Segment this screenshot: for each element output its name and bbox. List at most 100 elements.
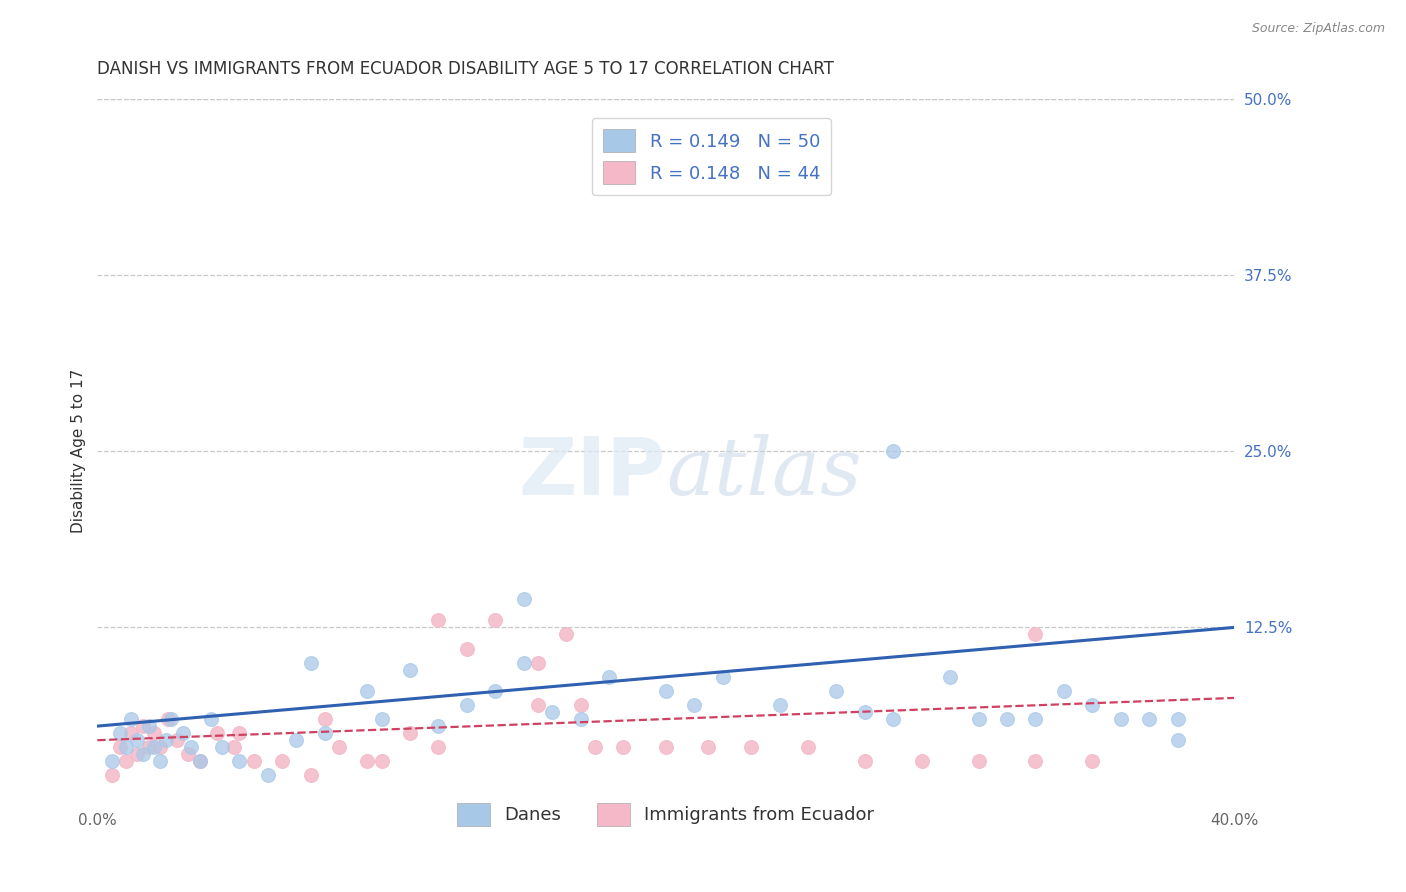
Point <box>149 755 172 769</box>
Point <box>222 740 245 755</box>
Point <box>127 747 149 762</box>
Point <box>569 698 592 712</box>
Text: ZIP: ZIP <box>519 434 666 511</box>
Point <box>138 719 160 733</box>
Point <box>285 733 308 747</box>
Point <box>143 740 166 755</box>
Point <box>100 768 122 782</box>
Point <box>1053 683 1076 698</box>
Point <box>149 740 172 755</box>
Point <box>314 712 336 726</box>
Y-axis label: Disability Age 5 to 17: Disability Age 5 to 17 <box>72 369 86 533</box>
Point <box>740 740 762 755</box>
Point <box>911 755 934 769</box>
Point <box>939 670 962 684</box>
Point <box>1109 712 1132 726</box>
Point <box>1024 627 1046 641</box>
Point <box>527 698 550 712</box>
Point <box>1137 712 1160 726</box>
Point <box>155 733 177 747</box>
Point <box>484 613 506 627</box>
Point <box>132 747 155 762</box>
Point <box>188 755 211 769</box>
Point <box>967 712 990 726</box>
Point <box>399 663 422 677</box>
Point <box>242 755 264 769</box>
Point <box>370 755 392 769</box>
Point <box>853 705 876 719</box>
Point <box>512 656 534 670</box>
Point <box>114 755 136 769</box>
Point <box>569 712 592 726</box>
Point <box>188 755 211 769</box>
Point <box>160 712 183 726</box>
Point <box>356 683 378 698</box>
Point <box>211 740 233 755</box>
Point <box>882 444 904 458</box>
Point <box>797 740 820 755</box>
Point <box>205 726 228 740</box>
Point <box>299 768 322 782</box>
Point <box>995 712 1018 726</box>
Point <box>108 740 131 755</box>
Point <box>166 733 188 747</box>
Point <box>555 627 578 641</box>
Point <box>512 592 534 607</box>
Point <box>967 755 990 769</box>
Text: atlas: atlas <box>666 434 862 511</box>
Point <box>370 712 392 726</box>
Point <box>114 740 136 755</box>
Point <box>655 740 678 755</box>
Point <box>427 719 450 733</box>
Point <box>314 726 336 740</box>
Point <box>299 656 322 670</box>
Point <box>484 683 506 698</box>
Point <box>121 726 143 740</box>
Point <box>328 740 350 755</box>
Point <box>228 726 250 740</box>
Point <box>257 768 280 782</box>
Point <box>138 740 160 755</box>
Point <box>399 726 422 740</box>
Point <box>1166 733 1188 747</box>
Point <box>697 740 720 755</box>
Point <box>143 726 166 740</box>
Point <box>1024 712 1046 726</box>
Point <box>456 641 478 656</box>
Point <box>157 712 180 726</box>
Point <box>612 740 634 755</box>
Point <box>825 683 848 698</box>
Point <box>127 733 149 747</box>
Point <box>583 740 606 755</box>
Point <box>172 726 194 740</box>
Text: Source: ZipAtlas.com: Source: ZipAtlas.com <box>1251 22 1385 36</box>
Point <box>1081 755 1104 769</box>
Point <box>527 656 550 670</box>
Point <box>882 712 904 726</box>
Point <box>427 740 450 755</box>
Point <box>356 755 378 769</box>
Point <box>108 726 131 740</box>
Point <box>456 698 478 712</box>
Point <box>711 670 734 684</box>
Legend: Danes, Immigrants from Ecuador: Danes, Immigrants from Ecuador <box>450 796 882 833</box>
Point <box>180 740 202 755</box>
Point <box>598 670 620 684</box>
Point <box>132 719 155 733</box>
Point <box>683 698 706 712</box>
Point <box>427 613 450 627</box>
Point <box>200 712 222 726</box>
Point <box>271 755 294 769</box>
Point <box>177 747 200 762</box>
Point <box>121 712 143 726</box>
Point <box>100 755 122 769</box>
Text: DANISH VS IMMIGRANTS FROM ECUADOR DISABILITY AGE 5 TO 17 CORRELATION CHART: DANISH VS IMMIGRANTS FROM ECUADOR DISABI… <box>97 60 834 78</box>
Point <box>655 683 678 698</box>
Point <box>228 755 250 769</box>
Point <box>1166 712 1188 726</box>
Point <box>1024 755 1046 769</box>
Point <box>541 705 564 719</box>
Point <box>1081 698 1104 712</box>
Point <box>853 755 876 769</box>
Point <box>768 698 790 712</box>
